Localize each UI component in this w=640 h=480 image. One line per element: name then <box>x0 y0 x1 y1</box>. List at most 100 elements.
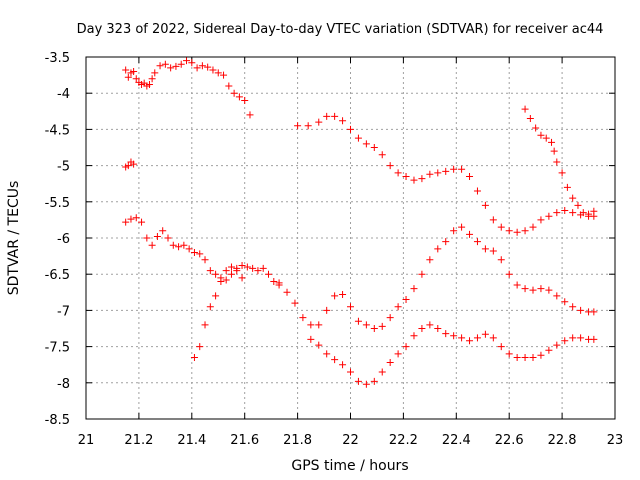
data-point <box>563 183 571 191</box>
data-point <box>537 285 545 293</box>
data-point <box>153 233 161 241</box>
data-point <box>481 245 489 253</box>
data-point <box>394 350 402 358</box>
data-point <box>246 111 254 119</box>
data-point <box>122 218 130 226</box>
data-marks <box>122 57 598 388</box>
data-point <box>148 75 156 83</box>
data-point <box>426 321 434 329</box>
data-point <box>233 267 241 275</box>
data-point <box>489 334 497 342</box>
data-point <box>561 337 569 345</box>
data-point <box>550 147 558 155</box>
data-point <box>410 176 418 184</box>
data-point <box>172 62 180 70</box>
data-point <box>235 93 243 101</box>
data-point <box>254 267 262 275</box>
data-point <box>188 59 196 67</box>
x-tick-label: 21.4 <box>177 433 206 448</box>
data-point <box>548 138 556 146</box>
y-tick-label: -5.5 <box>45 196 70 211</box>
data-point <box>529 353 537 361</box>
data-point <box>537 216 545 224</box>
data-point <box>201 256 209 264</box>
data-point <box>450 332 458 340</box>
data-point <box>473 238 481 246</box>
data-point <box>466 230 474 238</box>
data-point <box>553 341 561 349</box>
data-point <box>553 158 561 166</box>
data-point <box>283 288 291 296</box>
y-tick-label: -7 <box>57 304 70 319</box>
data-point <box>159 227 167 235</box>
data-point <box>230 89 238 97</box>
data-point <box>489 216 497 224</box>
data-point <box>275 279 283 287</box>
data-point <box>243 263 251 271</box>
data-point <box>577 334 585 342</box>
data-point <box>545 212 553 220</box>
data-point <box>299 314 307 322</box>
y-tick-label: -6.5 <box>45 268 70 283</box>
data-point <box>521 285 529 293</box>
data-point <box>362 380 370 388</box>
data-point <box>323 112 331 120</box>
data-point <box>579 209 587 217</box>
data-point <box>175 243 183 251</box>
data-point <box>574 201 582 209</box>
data-point <box>180 241 188 249</box>
x-tick-label: 22.4 <box>442 433 471 448</box>
data-point <box>434 325 442 332</box>
data-point <box>122 66 130 74</box>
data-point <box>529 286 537 294</box>
data-point <box>418 325 426 332</box>
x-tick-label: 21.6 <box>230 433 259 448</box>
data-point <box>505 270 513 278</box>
data-point <box>151 69 159 77</box>
data-point <box>270 277 278 285</box>
data-point <box>466 172 474 180</box>
data-point <box>198 62 206 70</box>
data-point <box>378 151 386 159</box>
data-point <box>323 350 331 358</box>
data-point <box>569 334 577 342</box>
data-point <box>458 223 466 231</box>
data-point <box>130 67 138 75</box>
data-point <box>164 234 172 242</box>
y-tick-label: -8 <box>57 377 70 392</box>
data-point <box>378 322 386 330</box>
data-point <box>481 201 489 209</box>
data-point <box>497 343 505 351</box>
data-point <box>339 117 347 125</box>
y-tick-label: -4 <box>57 87 70 102</box>
data-point <box>196 250 204 258</box>
series-track-4 <box>190 263 246 361</box>
data-point <box>238 262 246 270</box>
data-point <box>526 115 534 123</box>
data-point <box>190 248 198 256</box>
data-point <box>167 64 175 72</box>
x-tick-labels: 21 21.2 21.4 21.6 21.8 22 22.2 22.4 22.6 22.8 23 <box>78 433 624 448</box>
data-point <box>497 256 505 264</box>
y-tick-label: -7.5 <box>45 341 70 356</box>
data-point <box>354 134 362 142</box>
series-track-2 <box>122 158 138 171</box>
x-tick-label: 22.2 <box>389 433 418 448</box>
data-point <box>473 334 481 342</box>
data-point <box>434 169 442 177</box>
data-point <box>201 321 209 329</box>
chart-title: Day 323 of 2022, Sidereal Day-to-day VTE… <box>77 22 604 37</box>
data-point <box>220 71 228 79</box>
data-point <box>513 353 521 361</box>
x-axis-label: GPS time / hours <box>291 458 408 474</box>
data-point <box>124 162 132 170</box>
data-point <box>196 343 204 351</box>
data-point <box>370 144 378 151</box>
data-point <box>347 125 354 133</box>
data-point <box>222 267 230 275</box>
data-point <box>590 335 598 343</box>
data-point <box>217 277 225 285</box>
data-point <box>259 264 267 272</box>
data-point <box>537 131 545 139</box>
